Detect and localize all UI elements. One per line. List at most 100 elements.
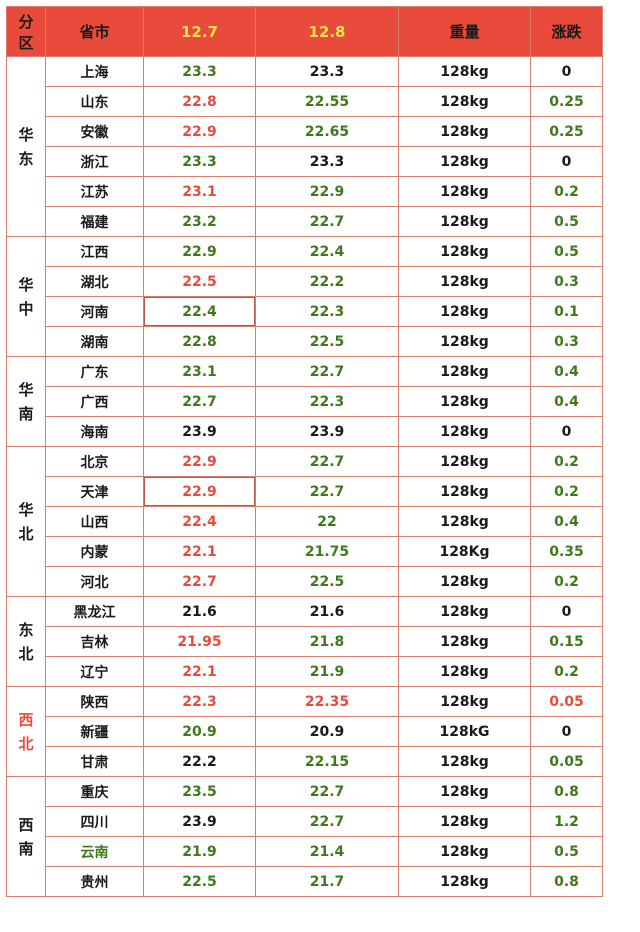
price-cell-date-1: 23.2 — [143, 206, 256, 237]
price-cell-date-1: 22.9 — [143, 116, 256, 147]
price-cell-date-2: 22.35 — [255, 686, 399, 717]
weight-cell: 128kg — [398, 146, 531, 177]
province-cell: 广西 — [45, 386, 144, 417]
change-cell: 0.8 — [530, 866, 603, 897]
change-cell: 0.2 — [530, 476, 603, 507]
change-cell: 0 — [530, 416, 603, 447]
table-row: 甘肃 22.2 22.15 128kg 0.05 — [7, 746, 603, 777]
price-cell-date-1: 20.9 — [143, 716, 256, 747]
price-cell-date-2: 22.7 — [255, 206, 399, 237]
price-cell-date-2: 20.9 — [255, 716, 399, 747]
price-cell-date-2: 22.7 — [255, 476, 399, 507]
price-cell-date-1: 22.7 — [143, 386, 256, 417]
province-cell: 甘肃 — [45, 746, 144, 777]
table-body: 华东 上海 23.3 23.3 128kg 0 山东 22.8 22.55 128kg 0.25 安徽… — [6, 56, 603, 897]
table-row: 四川 23.9 22.7 128kg 1.2 — [7, 806, 603, 837]
weight-cell: 128kg — [398, 746, 531, 777]
price-cell-date-2: 21.9 — [255, 656, 399, 687]
price-cell-date-2: 22.2 — [255, 266, 399, 297]
change-cell: 0.4 — [530, 356, 603, 387]
province-cell: 江西 — [45, 236, 144, 267]
province-cell: 海南 — [45, 416, 144, 447]
weight-cell: 128kg — [398, 626, 531, 657]
price-cell-date-2: 22.15 — [255, 746, 399, 777]
province-cell: 重庆 — [45, 776, 144, 807]
price-cell-date-2: 21.8 — [255, 626, 399, 657]
weight-cell: 128kg — [398, 206, 531, 237]
price-cell-date-1: 22.5 — [143, 866, 256, 897]
change-cell: 0.4 — [530, 506, 603, 537]
price-cell-date-2: 22.7 — [255, 776, 399, 807]
province-cell: 北京 — [45, 446, 144, 477]
weight-cell: 128kg — [398, 416, 531, 447]
change-cell: 0.2 — [530, 656, 603, 687]
table-row: 华中 江西 22.9 22.4 128kg 0.5 — [6, 236, 603, 357]
province-cell: 河北 — [45, 566, 144, 597]
change-cell: 0.5 — [530, 206, 603, 237]
header-province: 省市 — [45, 6, 144, 57]
table-row: 山东 22.8 22.55 128kg 0.25 — [7, 86, 603, 117]
price-cell-date-2: 22.7 — [255, 446, 399, 477]
price-cell-date-2: 21.6 — [255, 596, 399, 627]
change-cell: 0.25 — [530, 86, 603, 117]
header-row: 分区 省市 12.7 12.8 重量 涨跌 — [6, 6, 603, 57]
price-cell-date-2: 22.65 — [255, 116, 399, 147]
province-cell: 黑龙江 — [45, 596, 144, 627]
weight-cell: 128kg — [398, 296, 531, 327]
region-cell: 华南 — [6, 356, 46, 447]
region-cell: 西南 — [6, 776, 46, 897]
change-cell: 0.05 — [530, 746, 603, 777]
province-cell: 内蒙 — [45, 536, 144, 567]
weight-cell: 128kg — [398, 86, 531, 117]
weight-cell: 128kg — [398, 776, 531, 807]
table-row: 福建 23.2 22.7 128kg 0.5 — [7, 206, 603, 237]
region-cell: 东北 — [6, 596, 46, 687]
header-weight: 重量 — [398, 6, 531, 57]
change-cell: 0.1 — [530, 296, 603, 327]
weight-cell: 128kG — [398, 716, 531, 747]
price-cell-date-2: 23.3 — [255, 56, 399, 87]
weight-cell: 128kg — [398, 356, 531, 387]
price-cell-date-1: 23.1 — [143, 356, 256, 387]
change-cell: 0 — [530, 716, 603, 747]
change-cell: 0.2 — [530, 176, 603, 207]
change-cell: 0.2 — [530, 446, 603, 477]
weight-cell: 128kg — [398, 566, 531, 597]
weight-cell: 128kg — [398, 446, 531, 477]
weight-cell: 128Kg — [398, 536, 531, 567]
table-row: 广西 22.7 22.3 128kg 0.4 — [7, 386, 603, 417]
province-cell: 山西 — [45, 506, 144, 537]
table-row: 河南 22.4 22.3 128kg 0.1 — [7, 296, 603, 327]
change-cell: 0.4 — [530, 386, 603, 417]
price-cell-date-2: 23.3 — [255, 146, 399, 177]
table-row: 江苏 23.1 22.9 128kg 0.2 — [7, 176, 603, 207]
table-row: 浙江 23.3 23.3 128kg 0 — [7, 146, 603, 177]
price-cell-date-1: 23.3 — [143, 56, 256, 87]
header-change: 涨跌 — [530, 6, 603, 57]
table-row: 云南 21.9 21.4 128kg 0.5 — [7, 836, 603, 867]
region-cell: 华中 — [6, 236, 46, 357]
price-cell-date-2: 23.9 — [255, 416, 399, 447]
weight-cell: 128kg — [398, 116, 531, 147]
table-row: 华南 广东 23.1 22.7 128kg 0.4 — [6, 356, 603, 447]
weight-cell: 128kg — [398, 686, 531, 717]
price-cell-date-1: 22.1 — [143, 536, 256, 567]
price-cell-date-1: 22.2 — [143, 746, 256, 777]
region-cell: 西北 — [6, 686, 46, 777]
weight-cell: 128kg — [398, 836, 531, 867]
header-date-2: 12.8 — [255, 6, 399, 57]
price-cell-date-2: 22.9 — [255, 176, 399, 207]
price-cell-date-1: 22.7 — [143, 566, 256, 597]
province-cell: 云南 — [45, 836, 144, 867]
weight-cell: 128kg — [398, 326, 531, 357]
price-cell-date-2: 21.75 — [255, 536, 399, 567]
price-cell-date-1: 23.9 — [143, 806, 256, 837]
header-date-1: 12.7 — [143, 6, 256, 57]
change-cell: 0 — [530, 146, 603, 177]
price-cell-date-1: 22.4 — [143, 296, 256, 327]
table-row: 内蒙 22.1 21.75 128Kg 0.35 — [7, 536, 603, 567]
province-cell: 浙江 — [45, 146, 144, 177]
table-row: 天津 22.9 22.7 128kg 0.2 — [7, 476, 603, 507]
table-row: 湖北 22.5 22.2 128kg 0.3 — [7, 266, 603, 297]
